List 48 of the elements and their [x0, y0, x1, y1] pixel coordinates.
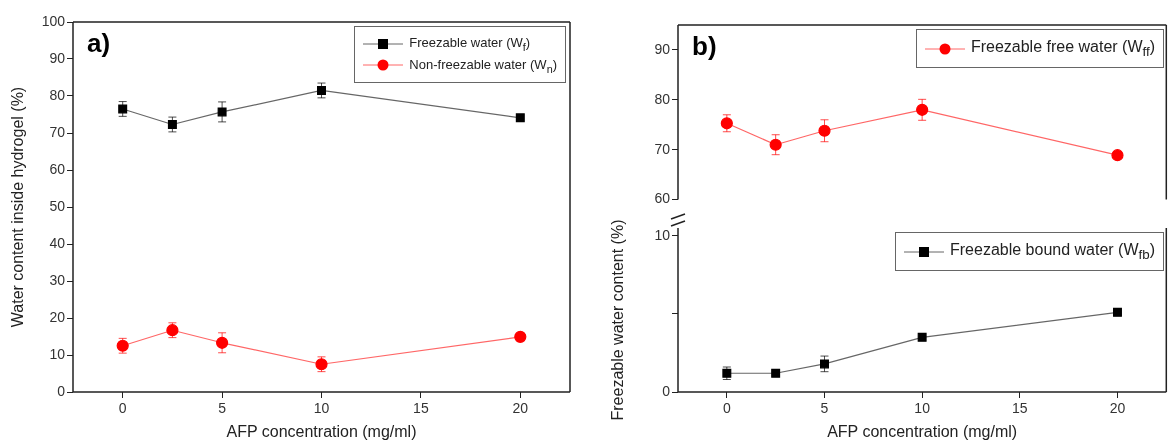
y-tick-label: 60 [49, 160, 66, 177]
point [1111, 149, 1124, 162]
x-tick-label: 10 [313, 400, 330, 417]
y-tick-label: 80 [654, 90, 671, 107]
y-tick-label: 100 [41, 12, 66, 29]
y-tick-label: 10 [49, 345, 66, 362]
legend-label: Freezable bound water (W$_{fb}$) [950, 241, 1155, 263]
legend-label: Freezable water (W$_{f}$) [409, 35, 531, 53]
point [820, 359, 829, 369]
annotation: b) [692, 31, 717, 62]
y-axis-title: Freezable water content (%) [609, 219, 627, 421]
legend-label: Freezable free water (W$_{ff}$) [970, 38, 1155, 60]
y-tick-label: 80 [49, 86, 66, 103]
y-tick-label: 30 [49, 271, 66, 288]
x-tick-label: 5 [218, 400, 227, 417]
y-tick-label: 20 [49, 308, 66, 325]
y-tick-label: 0 [57, 382, 66, 399]
y-tick-label: 40 [49, 234, 66, 251]
x-tick-label: 10 [914, 400, 931, 417]
x-tick-label: 0 [118, 400, 127, 417]
point [317, 85, 326, 95]
y-tick-label: 10 [654, 226, 671, 243]
x-tick-label: 0 [722, 400, 731, 417]
legend-label: Non-freezable water (W$_{n}$) [409, 56, 557, 75]
x-tick-label: 15 [413, 400, 429, 417]
x-tick-label: 20 [1109, 400, 1126, 417]
x-tick-label: 5 [820, 400, 829, 417]
point [514, 330, 527, 343]
x-axis-title: AFP concentration (mg/ml) [226, 422, 417, 440]
y-tick-label: 70 [49, 123, 66, 140]
y-tick-label: 90 [654, 40, 671, 57]
annotation: a) [87, 28, 111, 59]
y-tick-label: 50 [49, 197, 66, 214]
point [916, 103, 929, 116]
x-axis-title: AFP concentration (mg/ml) [827, 422, 1018, 440]
point [771, 368, 781, 378]
point [917, 332, 927, 342]
y-axis-title: Water content inside hydrogel (%) [9, 86, 27, 328]
y-tick-label: 60 [654, 190, 671, 207]
x-tick-label: 15 [1012, 400, 1028, 417]
x-tick-label: 20 [512, 400, 529, 417]
point [1112, 307, 1122, 317]
point [818, 124, 831, 137]
point [515, 113, 525, 123]
point [167, 120, 177, 129]
y-tick-label: 70 [654, 140, 671, 157]
y-tick-label: 90 [49, 49, 66, 66]
y-tick-label: 0 [662, 382, 671, 399]
